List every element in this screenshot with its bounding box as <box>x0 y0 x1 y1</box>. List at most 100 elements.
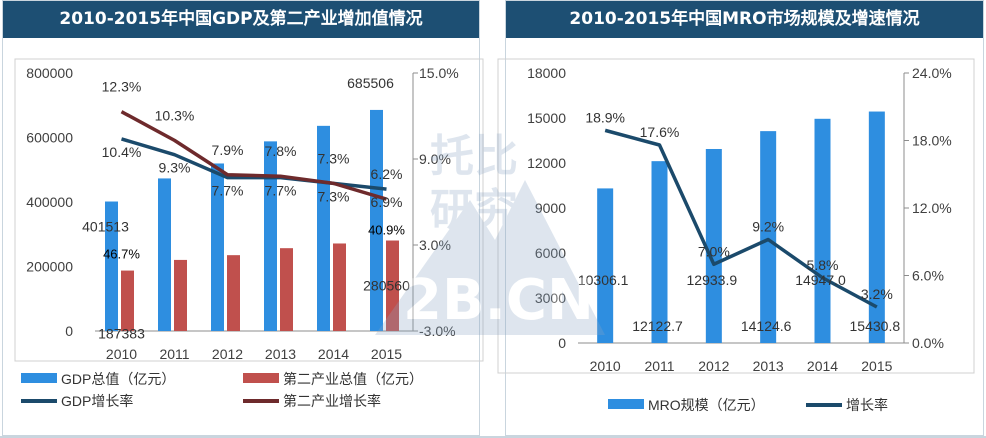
y-left-tick-label: 600000 <box>26 130 73 146</box>
bar-value-label: 12122.7 <box>632 318 683 334</box>
share-label: 40.9% <box>368 223 405 238</box>
line-value-label: 7.3% <box>318 188 350 204</box>
line-value-label: 7.0% <box>698 243 730 259</box>
y-right-tick-label: 18.0% <box>912 133 952 149</box>
bar-value-label: 401513 <box>82 219 129 235</box>
line-value-label: 7.8% <box>265 143 297 159</box>
bar-primary <box>814 118 831 343</box>
bar-value-label: 12933.9 <box>687 272 738 288</box>
bar-value-label: 14124.6 <box>741 318 792 334</box>
gdp-chart-panel: 2010-2015年中国GDP及第二产业增加值情况 0 200000 400000 6… <box>2 0 484 436</box>
y-right-tick-label: 0.0% <box>912 335 944 351</box>
bar-primary <box>317 125 330 331</box>
bar-secondary <box>280 248 293 331</box>
x-tick-label: 2015 <box>861 358 892 374</box>
x-tick-label: 2011 <box>644 358 674 374</box>
x-tick-label: 2014 <box>318 346 349 362</box>
x-tick-label: 2010 <box>106 346 137 362</box>
bar-value-label: 685506 <box>347 75 394 91</box>
legend-label: GDP总值（亿元） <box>61 371 175 387</box>
bar-primary <box>158 178 171 331</box>
bar-value-label: 187383 <box>98 326 145 342</box>
bar-value-label: 15430.8 <box>850 318 901 334</box>
legend-label: MRO规模（亿元） <box>648 397 765 413</box>
line-value-label: 10.4% <box>102 144 142 160</box>
x-tick-label: 2011 <box>159 346 189 362</box>
x-tick-label: 2012 <box>212 346 243 362</box>
line-value-label: 18.9% <box>585 109 625 125</box>
y-left-tick-label: 0 <box>558 335 566 351</box>
y-right-tick-label: 24.0% <box>912 65 952 81</box>
legend-label: 第二产业增长率 <box>283 393 381 409</box>
x-tick-label: 2015 <box>371 346 402 362</box>
bar-value-label: 280560 <box>363 278 410 294</box>
x-tick-label: 2013 <box>265 346 296 362</box>
bar-primary <box>264 141 277 331</box>
legend-swatch <box>21 373 57 383</box>
bar-secondary <box>121 270 134 331</box>
legend-label: 第二产业总值（亿元） <box>283 371 423 387</box>
y-left-tick-label: 800000 <box>26 65 73 81</box>
legend-swatch <box>608 399 644 409</box>
line-series-1 <box>120 110 387 201</box>
y-left-tick-label: 15000 <box>527 110 566 126</box>
mro-chart: 0 3000 6000 9000 12000 15000 18000 0.0% 6.0% 12.0… <box>497 58 975 413</box>
line-value-label: 6.9% <box>371 194 403 210</box>
y-right-tick-label: 9.0% <box>419 151 451 167</box>
mro-chart-title: 2010-2015年中国MRO市场规模及增速情况 <box>506 1 983 38</box>
bar-primary <box>597 188 614 343</box>
bar-primary <box>651 161 668 343</box>
plot-frame <box>14 58 484 362</box>
bar-secondary <box>333 243 346 331</box>
bottom-divider <box>0 436 986 438</box>
line-value-label: 17.6% <box>640 124 680 140</box>
mro-chart-panel: 2010-2015年中国MRO市场规模及增速情况 0 3000 6000 9000 12… <box>497 0 984 436</box>
line-value-label: 9.2% <box>752 219 784 235</box>
y-left-tick-label: 0 <box>65 323 73 339</box>
line-value-label: 7.7% <box>212 183 244 199</box>
legend-label: 增长率 <box>846 397 888 413</box>
bar-secondary <box>174 259 187 331</box>
y-left-tick-label: 3000 <box>535 290 566 306</box>
bar-primary <box>370 109 383 331</box>
y-left-tick-label: 400000 <box>26 194 73 210</box>
bar-primary <box>211 163 224 331</box>
y-right-tick-label: 6.0% <box>912 268 944 284</box>
y-left-tick-label: 12000 <box>527 155 566 171</box>
gdp-chart-title: 2010-2015年中国GDP及第二产业增加值情况 <box>3 1 479 38</box>
line-value-label: 9.3% <box>159 160 191 176</box>
line-value-label: 6.2% <box>371 166 403 182</box>
line-value-label: 10.3% <box>155 107 195 123</box>
y-right-tick-label: 15.0% <box>419 65 459 81</box>
bar-primary <box>868 111 885 344</box>
y-left-tick-label: 9000 <box>535 200 566 216</box>
line-value-label: 5.8% <box>807 257 839 273</box>
y-left-tick-label: 6000 <box>535 245 566 261</box>
bar-secondary <box>386 240 399 331</box>
bar-primary <box>105 201 118 331</box>
y-left-tick-label: 200000 <box>26 259 73 275</box>
bar-value-label: 10306.1 <box>578 272 629 288</box>
x-tick-label: 2012 <box>698 358 729 374</box>
line-value-label: 12.3% <box>102 79 142 95</box>
gdp-chart: 0 200000 400000 600000 800000 -3.0% 3.0% 9.0% 15… <box>14 58 484 409</box>
line-series-0 <box>604 128 878 309</box>
x-tick-label: 2010 <box>590 358 621 374</box>
x-tick-label: 2014 <box>807 358 838 374</box>
y-right-tick-label: 12.0% <box>912 200 952 216</box>
line-value-label: 3.2% <box>861 286 893 302</box>
bar-primary <box>760 131 777 343</box>
y-right-tick-label: -3.0% <box>419 323 456 339</box>
bar-secondary <box>227 255 240 331</box>
legend-label: GDP增长率 <box>61 393 133 409</box>
share-label: 46.7% <box>103 247 140 262</box>
y-left-tick-label: 18000 <box>527 65 566 81</box>
line-value-label: 7.7% <box>265 183 297 199</box>
bar-value-label: 14947.0 <box>795 272 846 288</box>
bar-primary <box>705 148 722 343</box>
line-value-label: 7.3% <box>318 150 350 166</box>
plot-frame <box>497 58 975 374</box>
legend-swatch <box>243 373 279 383</box>
x-tick-label: 2013 <box>753 358 784 374</box>
line-value-label: 7.9% <box>212 142 244 158</box>
